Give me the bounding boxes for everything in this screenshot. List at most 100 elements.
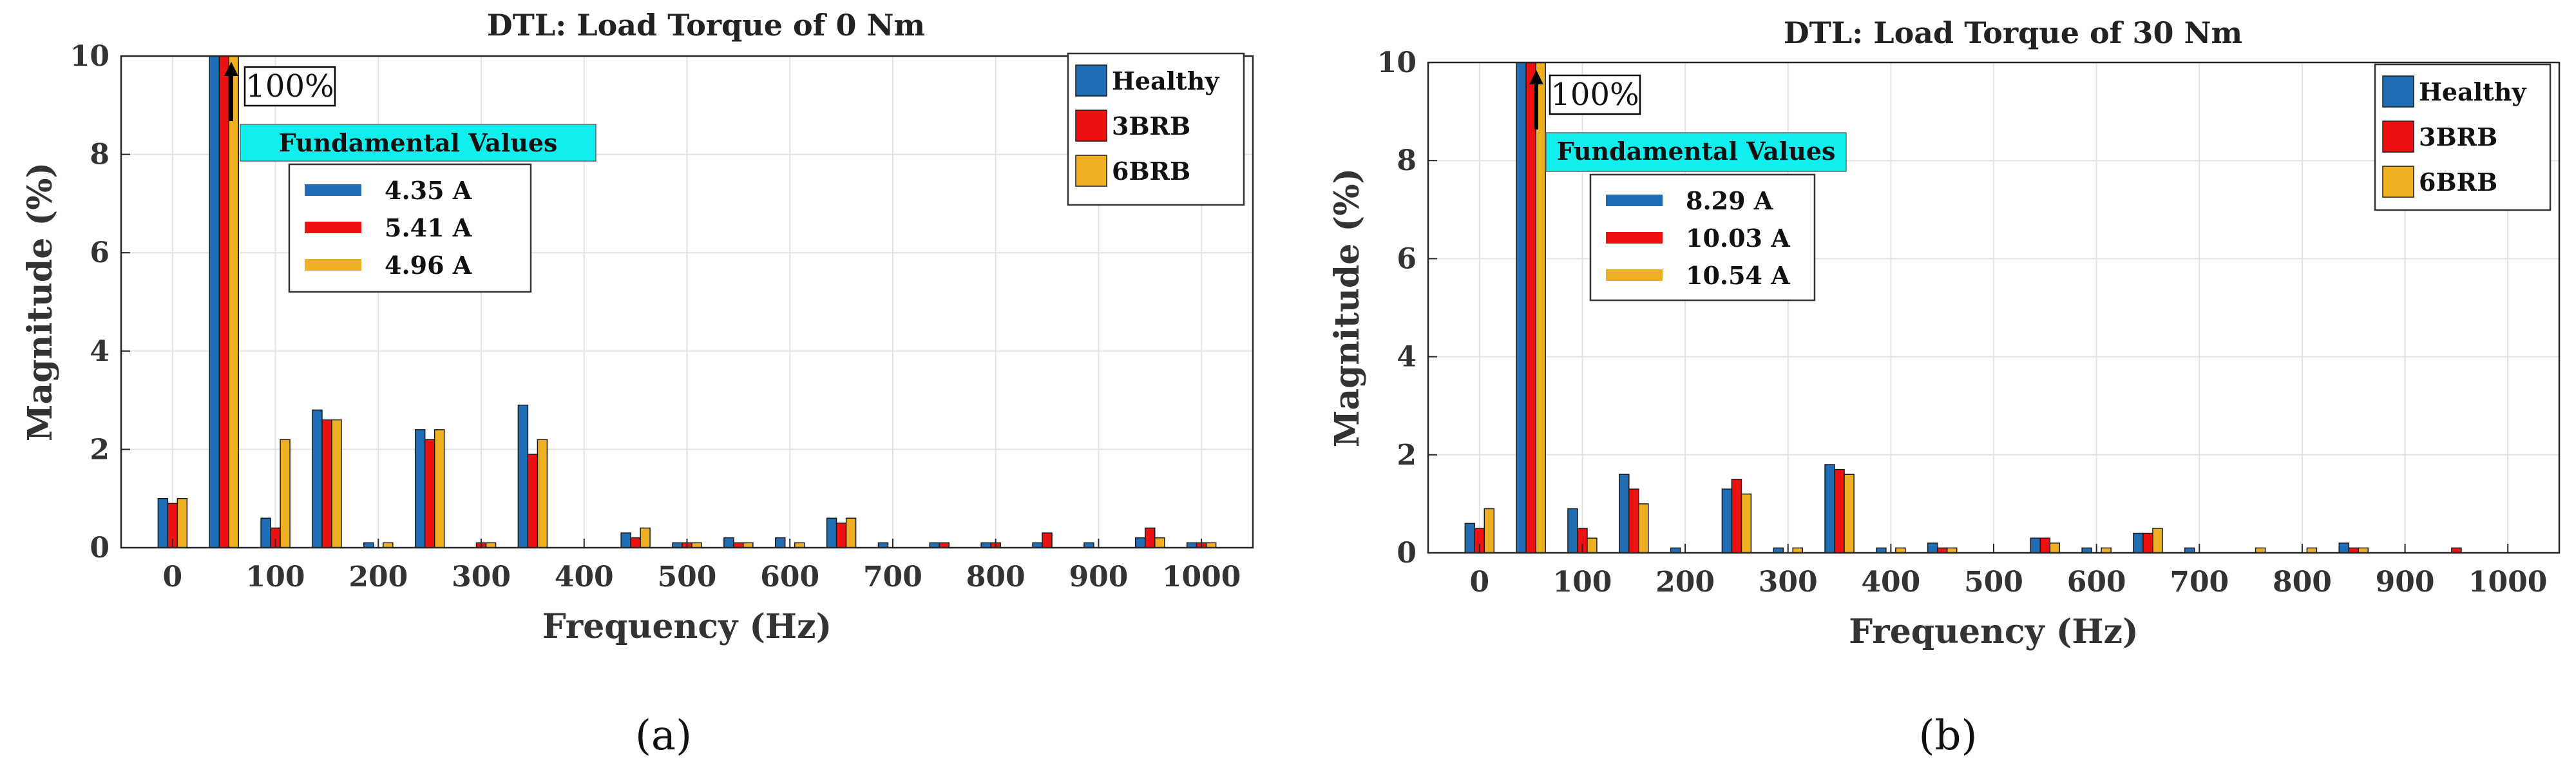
chart-b: 0 100 200 300 400 500 600 700 800 900 1000 0 2 4 6 8 10 D… bbox=[1328, 15, 2561, 760]
x-tick-label: 600 bbox=[2067, 566, 2126, 599]
bar-healthy-650hz bbox=[826, 517, 837, 548]
bar-healthy-950hz bbox=[1135, 537, 1146, 548]
chart-title: DTL: Load Torque of 30 Nm bbox=[1784, 15, 2242, 50]
y-tick-label: 0 bbox=[1397, 537, 1417, 570]
bar-healthy-350hz bbox=[517, 404, 529, 548]
bar-3brb-250hz bbox=[1731, 479, 1742, 553]
bar-healthy-250hz bbox=[1721, 488, 1733, 553]
chart-a: 0 100 200 300 400 500 600 700 800 900 1000 0 2 4 6 8 10 D… bbox=[21, 8, 1254, 760]
annotation-box bbox=[243, 66, 336, 107]
x-tick-label: 200 bbox=[1655, 566, 1715, 599]
x-tick-label: 1000 bbox=[2468, 566, 2547, 599]
x-tick-label: 700 bbox=[2170, 566, 2229, 599]
bar-6brb-150hz bbox=[1638, 503, 1649, 553]
bar-6brb-450hz bbox=[640, 527, 651, 548]
bar-healthy-350hz bbox=[1824, 464, 1835, 553]
y-tick-label: 2 bbox=[1397, 439, 1417, 472]
bar-3brb-650hz bbox=[2142, 532, 2153, 553]
bar-healthy-150hz bbox=[1619, 474, 1630, 553]
chart-title: DTL: Load Torque of 0 Nm bbox=[487, 8, 925, 43]
bar-6brb-250hz bbox=[1741, 493, 1752, 553]
bar-healthy-0hz bbox=[157, 497, 169, 548]
bar-healthy-100hz bbox=[1567, 508, 1578, 553]
x-tick-label: 900 bbox=[1069, 561, 1128, 593]
annotation-100-percent: 100% bbox=[1550, 77, 1639, 113]
legend-swatch-6brb bbox=[1075, 155, 1107, 187]
legend-label-3brb: 3BRB bbox=[1112, 111, 1190, 140]
fundamental-title-box bbox=[240, 124, 596, 162]
y-tick-label: 8 bbox=[1397, 144, 1417, 177]
bar-3brb-250hz bbox=[424, 439, 435, 548]
bar-6brb-350hz bbox=[537, 439, 548, 548]
x-tick-label: 500 bbox=[658, 561, 717, 593]
bar-6brb-150hz bbox=[331, 419, 342, 548]
bar-healthy-450hz bbox=[620, 532, 631, 548]
x-tick-label: 700 bbox=[863, 561, 922, 593]
x-tick-label: 800 bbox=[966, 561, 1026, 593]
bar-3brb-550hz bbox=[2039, 537, 2051, 553]
y-tick-label: 8 bbox=[90, 139, 110, 171]
y-tick-label: 6 bbox=[90, 236, 110, 269]
fundamental-value-healthy: 4.35 A bbox=[385, 176, 472, 205]
annotation-arrowhead bbox=[224, 62, 238, 76]
bar-6brb-650hz bbox=[845, 517, 857, 548]
bar-healthy-650hz bbox=[2133, 532, 2144, 553]
bar-healthy-550hz bbox=[2030, 537, 2041, 553]
fundamental-value-6brb: 10.54 A bbox=[1686, 261, 1790, 290]
x-tick-label: 900 bbox=[2376, 566, 2435, 599]
bar-healthy-50hz bbox=[1516, 62, 1527, 553]
x-tick-label: 400 bbox=[555, 561, 614, 593]
y-axis-label: Magnitude (%) bbox=[1328, 168, 1367, 447]
y-tick-label: 6 bbox=[1397, 242, 1417, 275]
y-tick-label: 10 bbox=[1377, 46, 1417, 79]
x-tick-label: 0 bbox=[163, 561, 183, 593]
y-tick-label: 4 bbox=[1397, 341, 1417, 374]
legend-label-healthy: Healthy bbox=[1112, 66, 1219, 95]
figure-caption: (a) bbox=[635, 712, 692, 760]
fundamental-title: Fundamental Values bbox=[1557, 137, 1836, 166]
bar-3brb-850hz bbox=[1042, 532, 1053, 548]
y-tick-label: 0 bbox=[90, 532, 110, 564]
bar-3brb-50hz bbox=[1525, 62, 1536, 553]
legend-swatch-healthy bbox=[2382, 75, 2414, 108]
bar-healthy-0hz bbox=[1464, 523, 1476, 553]
bar-3brb-350hz bbox=[527, 454, 539, 548]
bar-healthy-100hz bbox=[260, 517, 271, 548]
bar-3brb-350hz bbox=[1834, 468, 1845, 553]
bar-healthy-150hz bbox=[312, 409, 323, 548]
bar-6brb-50hz bbox=[1535, 62, 1546, 553]
bar-3brb-150hz bbox=[321, 419, 332, 548]
bar-healthy-450hz bbox=[1927, 543, 1938, 553]
y-tick-label: 2 bbox=[90, 433, 110, 466]
x-tick-label: 500 bbox=[1964, 566, 2023, 599]
bar-6brb-950hz bbox=[1154, 537, 1165, 548]
annotation-box bbox=[1549, 74, 1641, 115]
fundamental-value-healthy: 8.29 A bbox=[1686, 186, 1773, 215]
bar-healthy-250hz bbox=[414, 429, 426, 548]
legend-label-6brb: 6BRB bbox=[2419, 168, 2497, 197]
x-tick-label: 400 bbox=[1861, 566, 1920, 599]
legend-label-3brb: 3BRB bbox=[2419, 122, 2497, 151]
bar-6brb-100hz bbox=[280, 439, 291, 548]
bar-6brb-100hz bbox=[1587, 537, 1598, 553]
fundamental-value-3brb: 5.41 A bbox=[385, 213, 472, 242]
bar-3brb-450hz bbox=[630, 537, 641, 548]
bar-healthy-50hz bbox=[209, 55, 220, 548]
bar-3brb-50hz bbox=[218, 55, 229, 548]
bar-3brb-150hz bbox=[1628, 488, 1639, 553]
bar-6brb-0hz bbox=[1484, 508, 1495, 553]
bar-6brb-550hz bbox=[2049, 543, 2061, 553]
y-tick-label: 4 bbox=[90, 335, 110, 368]
x-tick-label: 600 bbox=[760, 561, 819, 593]
x-tick-label: 100 bbox=[1553, 566, 1612, 599]
bar-6brb-50hz bbox=[228, 55, 239, 548]
fundamental-value-6brb: 4.96 A bbox=[385, 251, 472, 280]
x-tick-label: 300 bbox=[452, 561, 511, 593]
bar-healthy-550hz bbox=[723, 537, 734, 548]
bar-healthy-850hz bbox=[2338, 543, 2349, 553]
bar-healthy-600hz bbox=[774, 537, 786, 548]
x-tick-label: 0 bbox=[1470, 566, 1490, 599]
fundamental-value-3brb: 10.03 A bbox=[1686, 224, 1790, 253]
bar-3brb-950hz bbox=[1145, 527, 1156, 548]
bar-3brb-650hz bbox=[835, 523, 847, 548]
